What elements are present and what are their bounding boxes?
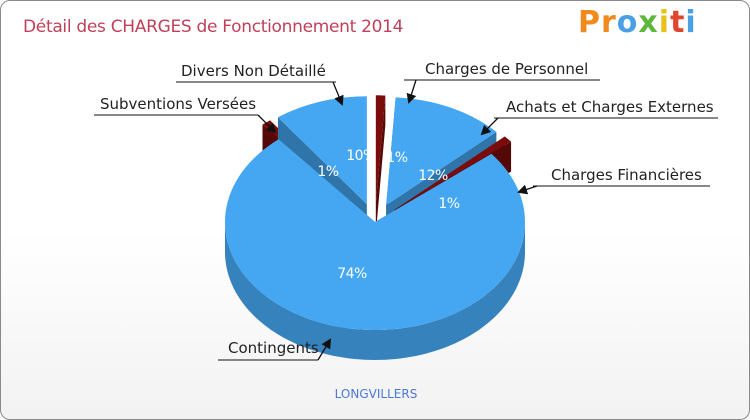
pie-slice [375,95,386,234]
slice-category-label: Charges Financières [551,166,702,184]
slice-value-label: 12% [418,168,448,184]
slice-callout: Charges Financières [517,166,710,195]
slice-callout: Divers Non Détaillé [176,62,344,106]
slice-category-label: Subventions Versées [100,95,256,113]
slice-category-label: Achats et Charges Externes [506,98,714,116]
slice-category-label: Charges de Personnel [425,60,588,78]
proxiti-logo: Proxiti [578,5,697,40]
slice-callout: Contingents [218,338,332,361]
logo-letter: t [670,5,686,40]
slice-callout: Charges de Personnel [404,60,600,104]
pie-slice [224,139,525,360]
slice-value-label: 1% [438,196,459,212]
logo-letter: r [601,5,617,40]
slice-value-label: 1% [386,150,407,166]
chart-caption: LONGVILLERS [334,387,418,401]
logo-letter: x [638,5,659,40]
slice-value-label: 74% [337,266,367,282]
slice-category-label: Contingents [228,339,319,357]
logo-letter: i [685,5,697,40]
slice-callout: Achats et Charges Externes [480,98,718,136]
slice-callout: Subventions Versées [94,95,277,134]
slice-value-label: 1% [317,164,338,180]
slice-value-label: 10% [346,148,376,164]
slice-category-label: Divers Non Détaillé [181,62,326,80]
logo-letter: i [658,5,671,40]
logo-letter: o [616,5,639,40]
logo-letter: P [578,5,601,40]
chart-title: Détail des CHARGES de Fonctionnement 201… [23,17,404,37]
